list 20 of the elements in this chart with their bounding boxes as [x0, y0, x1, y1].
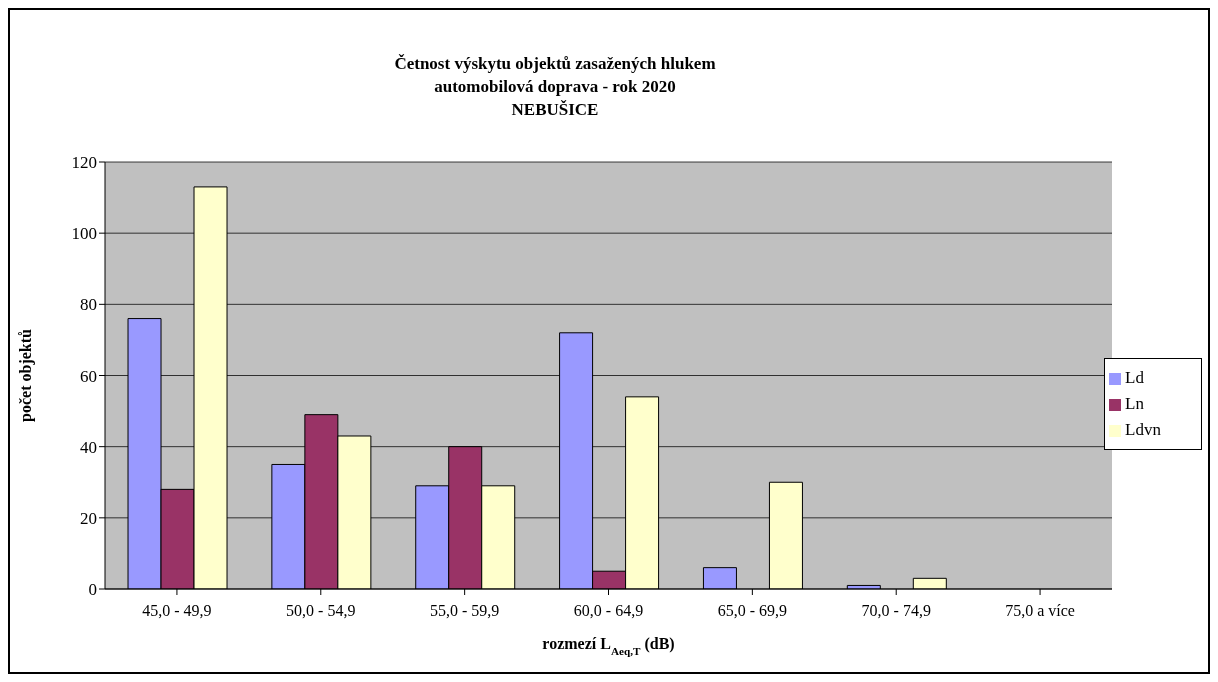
y-tick-label: 80	[80, 295, 97, 315]
x-tick-label: 55,0 - 59,9	[429, 602, 500, 620]
x-tick-label: 75,0 a více	[1005, 602, 1075, 620]
y-axis-title: počet objektů	[16, 328, 35, 422]
y-tick-label: 0	[88, 580, 97, 600]
y-tick-label: 40	[80, 437, 97, 457]
y-tick-label: 100	[71, 224, 97, 244]
legend-label: Ln	[1125, 394, 1144, 413]
chart-title: Četnost výskytu objektů zasažených hlukem automobilová doprava - rok 2020 NEBUŠICE	[393, 53, 717, 121]
y-tick-label: 120	[71, 153, 97, 173]
x-tick-label: 60,0 - 64,9	[573, 602, 644, 620]
y-tick-label: 60	[80, 366, 97, 386]
x-axis-title: rozmezí L$_{Aeq,T}$ (dB)	[542, 635, 675, 657]
x-tick-label: 45,0 - 49,9	[142, 602, 212, 620]
legend-label: Ldvn	[1125, 420, 1161, 439]
x-tick-label: 50,0 - 54,9	[286, 602, 356, 620]
x-tick-label: 65,0 - 69,9	[717, 602, 788, 620]
x-tick-label: 70,0 - 74,9	[861, 602, 931, 620]
y-tick-label: 20	[80, 508, 97, 528]
legend-label: Ld	[1125, 368, 1144, 387]
